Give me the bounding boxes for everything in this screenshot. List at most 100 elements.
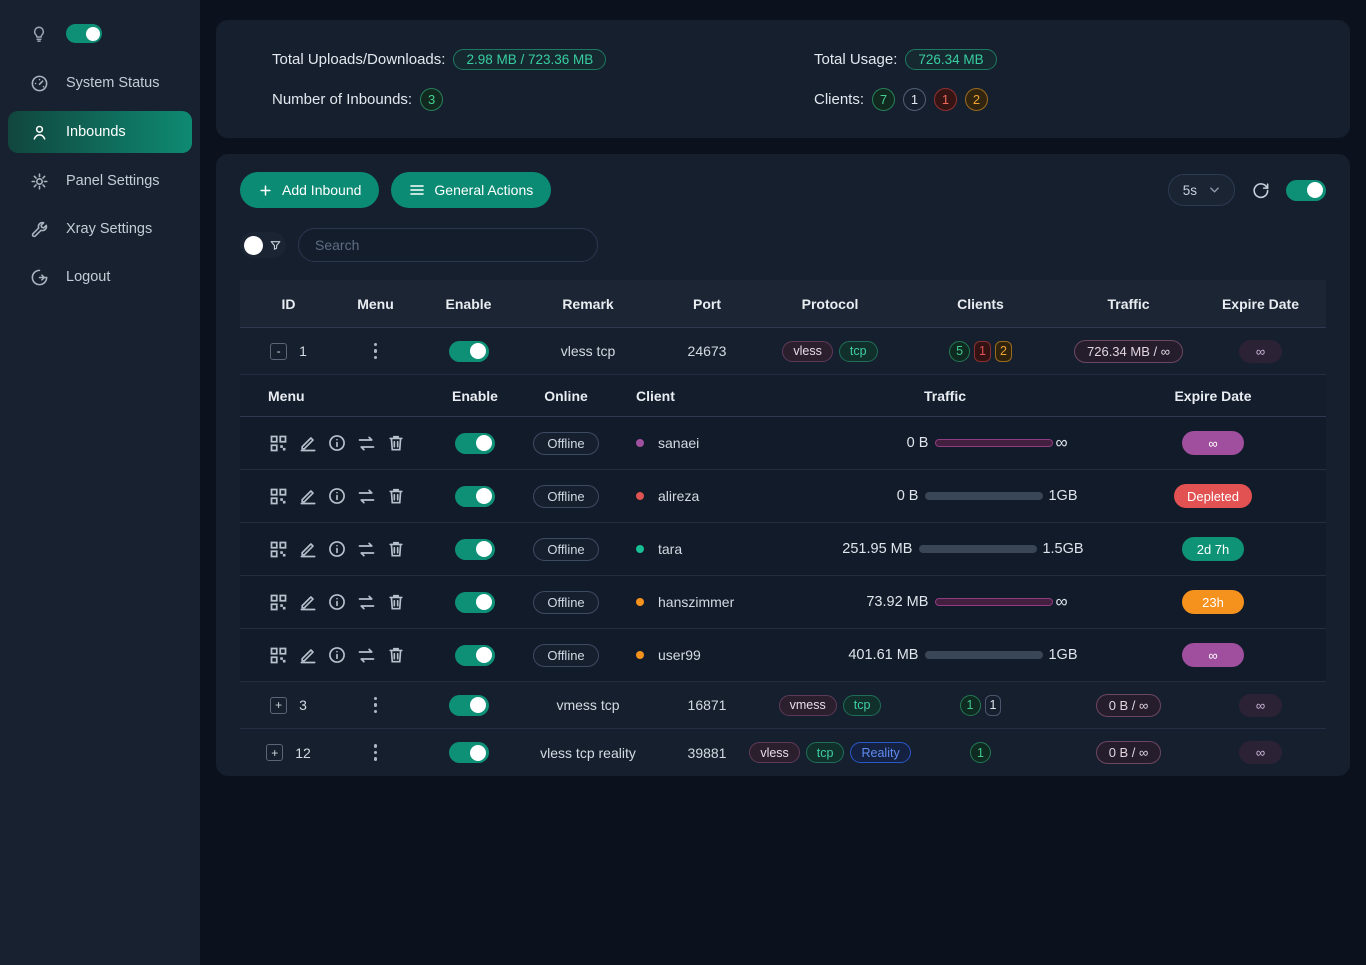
- sidebar-item-system-status[interactable]: System Status: [0, 59, 200, 107]
- subheader-expire-date: Expire Date: [1174, 387, 1252, 404]
- lightbulb-icon: [30, 25, 48, 43]
- qrcode-icon[interactable]: [268, 645, 289, 666]
- qrcode-icon[interactable]: [268, 592, 289, 613]
- subheader-online: Online: [544, 387, 588, 404]
- traffic-progress-bar: [925, 651, 1044, 659]
- expand-row-button[interactable]: +: [266, 744, 284, 761]
- delete-icon[interactable]: [386, 433, 406, 453]
- header-expire-date: Expire Date: [1221, 295, 1300, 312]
- theme-row: [0, 18, 200, 59]
- header-protocol: Protocol: [801, 295, 859, 312]
- reset-traffic-icon[interactable]: [356, 433, 377, 454]
- client-traffic-limit: ∞: [1055, 592, 1068, 611]
- row-menu-button[interactable]: [370, 339, 382, 364]
- expand-row-button[interactable]: +: [270, 696, 288, 714]
- reset-traffic-icon[interactable]: [356, 539, 377, 560]
- protocol-badge: vmess: [778, 694, 837, 716]
- search-input[interactable]: [298, 228, 598, 262]
- client-enable-toggle[interactable]: [455, 644, 495, 666]
- qrcode-icon[interactable]: [268, 539, 289, 560]
- client-online-status: Offline: [533, 484, 599, 508]
- inbound-id: 1: [299, 343, 307, 359]
- sidebar-item-xray-settings[interactable]: Xray Settings: [0, 205, 200, 253]
- collapse-row-button[interactable]: -: [270, 342, 288, 360]
- inbound-enable-toggle[interactable]: [448, 742, 489, 763]
- delete-icon[interactable]: [386, 592, 406, 612]
- client-name: tara: [658, 541, 683, 557]
- client-used-traffic: 401.61 MB: [848, 647, 919, 663]
- inbound-traffic-badge: 0 B / ∞: [1095, 741, 1162, 764]
- filter-toggle[interactable]: [240, 232, 286, 258]
- client-row: Offline sanaei 0 B ∞ ∞: [240, 417, 1326, 470]
- edit-icon[interactable]: [298, 433, 318, 453]
- qrcode-icon[interactable]: [268, 433, 289, 454]
- sidebar-item-inbounds[interactable]: Inbounds: [8, 111, 192, 153]
- funnel-icon: [269, 239, 282, 252]
- info-icon[interactable]: [327, 486, 347, 506]
- total-uploads-downloads-value: 2.98 MB / 723.36 MB: [453, 48, 607, 70]
- sidebar-item-panel-settings[interactable]: Panel Settings: [0, 157, 200, 205]
- auto-refresh-toggle[interactable]: [1286, 179, 1326, 201]
- edit-icon[interactable]: [298, 486, 318, 506]
- theme-toggle[interactable]: [66, 24, 102, 43]
- client-name: hanszimmer: [658, 594, 735, 610]
- stats-card: Total Uploads/Downloads: 2.98 MB / 723.3…: [216, 20, 1350, 138]
- sidebar-item-logout[interactable]: Logout: [0, 253, 200, 301]
- add-inbound-button[interactable]: Add Inbound: [240, 172, 380, 208]
- inbound-id: 12: [295, 744, 311, 761]
- delete-icon[interactable]: [386, 486, 406, 506]
- general-actions-button[interactable]: General Actions: [391, 172, 552, 208]
- client-enable-toggle[interactable]: [455, 432, 495, 454]
- protocol-badge: tcp: [842, 694, 882, 716]
- client-traffic-limit: ∞: [1055, 433, 1068, 452]
- qrcode-icon[interactable]: [268, 486, 289, 507]
- dashboard-icon: [30, 74, 50, 93]
- total-uploads-downloads-label: Total Uploads/Downloads:: [272, 50, 446, 68]
- client-expire-badge: Depleted: [1173, 484, 1253, 508]
- edit-icon[interactable]: [298, 645, 318, 665]
- refresh-icon[interactable]: [1251, 181, 1270, 200]
- protocol-badge: tcp: [838, 340, 878, 362]
- table-header-row: ID Menu Enable Remark Port Protocol Clie…: [240, 280, 1326, 328]
- info-icon[interactable]: [327, 539, 347, 559]
- client-enable-toggle[interactable]: [455, 485, 495, 507]
- table-row: + 3 vmess tcp 16871 vmess tcp 1 1 0 B / …: [240, 682, 1326, 729]
- reset-traffic-icon[interactable]: [356, 645, 377, 666]
- inbounds-table: ID Menu Enable Remark Port Protocol Clie…: [240, 280, 1326, 776]
- client-enable-toggle[interactable]: [455, 591, 495, 613]
- info-icon[interactable]: [327, 592, 347, 612]
- inbound-enable-toggle[interactable]: [448, 694, 489, 716]
- protocol-badge: Reality: [850, 742, 911, 763]
- row-menu-button[interactable]: [370, 693, 382, 718]
- chevron-down-icon: [1209, 186, 1220, 194]
- delete-icon[interactable]: [386, 539, 406, 559]
- inbound-port: 24673: [687, 343, 727, 359]
- client-color-dot: [636, 439, 644, 447]
- info-icon[interactable]: [327, 645, 347, 665]
- protocol-badge: tcp: [805, 742, 845, 763]
- edit-icon[interactable]: [298, 592, 318, 612]
- number-of-inbounds-value: 3: [420, 87, 444, 111]
- header-menu: Menu: [357, 295, 394, 312]
- delete-icon[interactable]: [386, 645, 406, 665]
- client-color-dot: [636, 545, 644, 553]
- info-icon[interactable]: [327, 433, 347, 453]
- reset-traffic-icon[interactable]: [356, 486, 377, 507]
- edit-icon[interactable]: [298, 539, 318, 559]
- total-usage-label: Total Usage:: [814, 50, 898, 68]
- main-content: Total Uploads/Downloads: 2.98 MB / 723.3…: [200, 0, 1366, 965]
- client-enable-toggle[interactable]: [455, 538, 495, 560]
- client-expire-badge: 23h: [1182, 590, 1244, 614]
- inbound-enable-toggle[interactable]: [448, 340, 489, 362]
- header-enable: Enable: [445, 295, 492, 312]
- refresh-interval-select[interactable]: 5s: [1167, 174, 1235, 206]
- header-remark: Remark: [562, 295, 614, 312]
- inbound-expire-badge: ∞: [1238, 693, 1283, 717]
- reset-traffic-icon[interactable]: [356, 592, 377, 613]
- traffic-progress-bar: [935, 598, 1054, 606]
- row-menu-button[interactable]: [370, 740, 382, 765]
- inbound-remark: vless tcp reality: [540, 744, 636, 761]
- subheader-traffic: Traffic: [923, 387, 966, 404]
- sidebar: System Status Inbounds Panel Settings Xr…: [0, 0, 200, 965]
- gear-icon: [30, 172, 50, 191]
